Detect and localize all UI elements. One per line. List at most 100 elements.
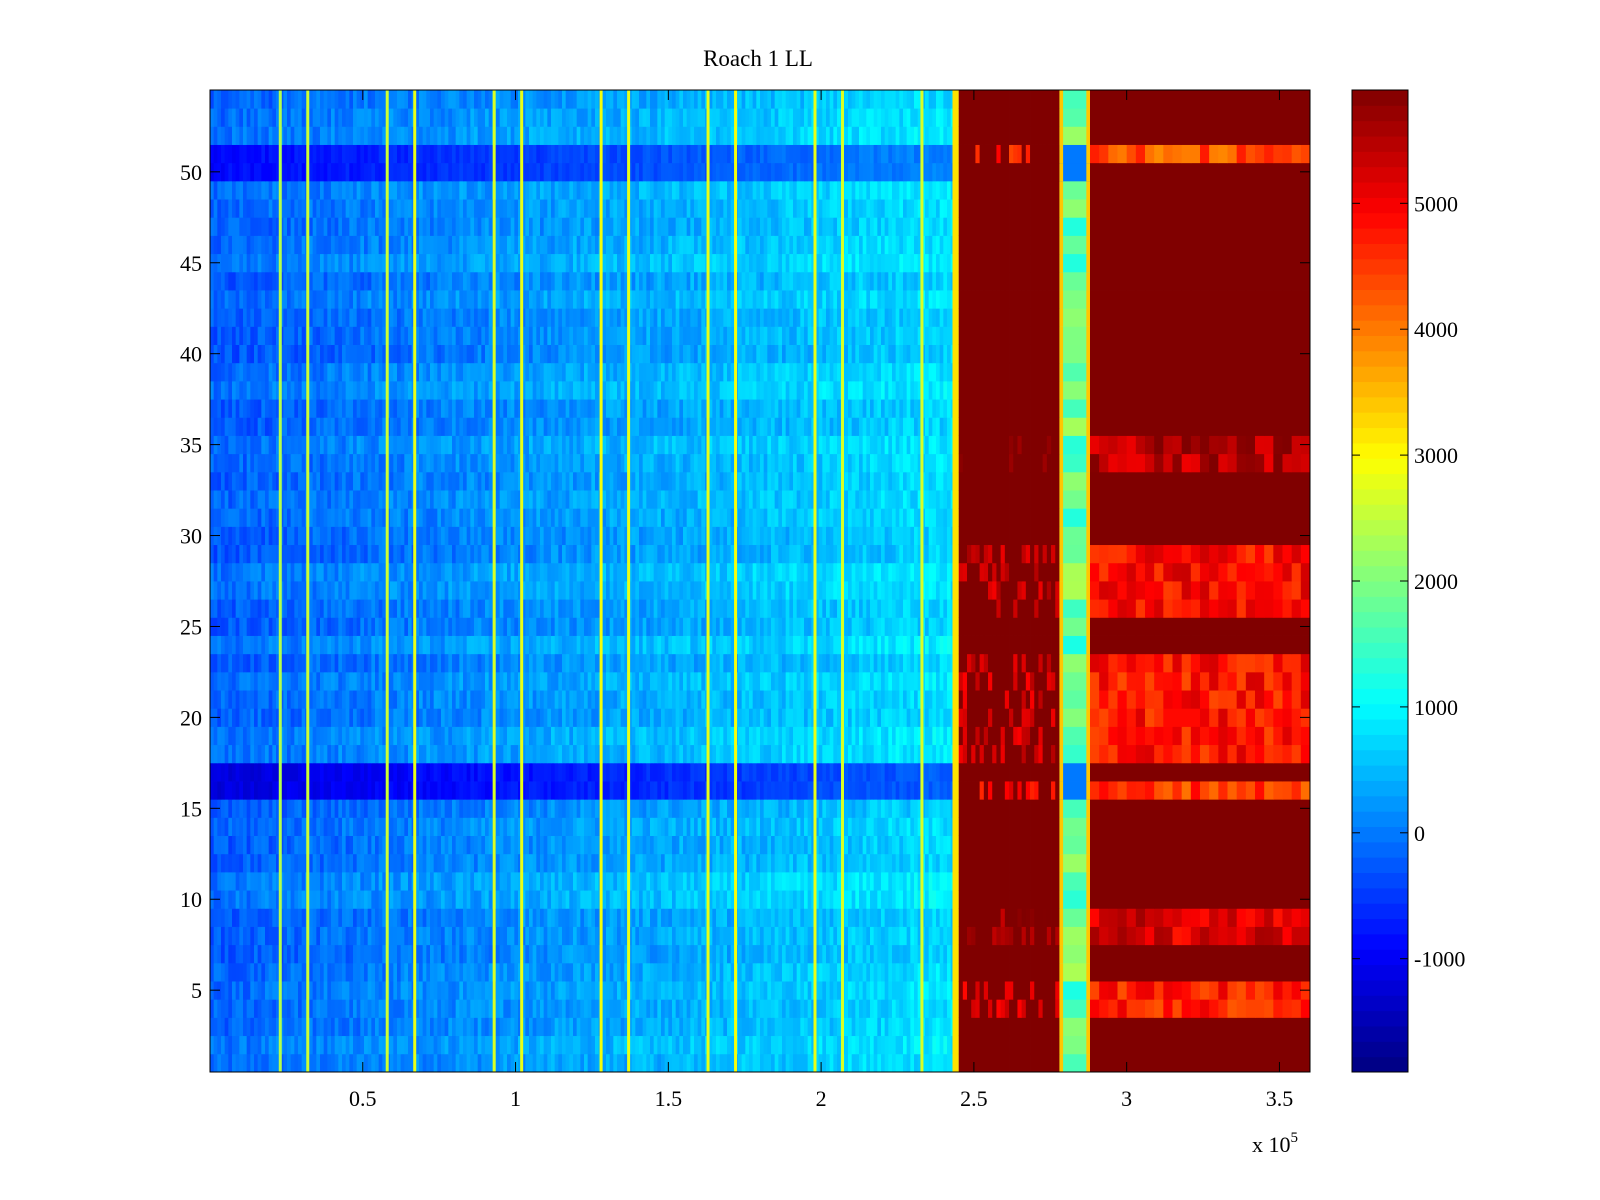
heatmap-cell	[1059, 981, 1090, 1000]
heatmap-cell	[796, 944, 801, 964]
heatmap-cell	[503, 999, 508, 1018]
heatmap-cell	[892, 981, 897, 1000]
heatmap-cell	[1108, 890, 1118, 909]
heatmap-cell	[320, 1035, 325, 1055]
heatmap-cell	[1030, 981, 1035, 1000]
heatmap-cell	[327, 799, 332, 818]
heatmap-cell	[925, 799, 930, 818]
heatmap-cell	[408, 1017, 413, 1037]
heatmap-cell	[620, 962, 625, 982]
heatmap-cell	[701, 981, 706, 1000]
heatmap-cell	[426, 926, 431, 946]
heatmap-cell	[789, 726, 794, 746]
heatmap-cell	[573, 708, 578, 727]
heatmap-cell	[272, 726, 277, 746]
heatmap-cell	[829, 999, 834, 1018]
heatmap-cell	[565, 926, 570, 946]
heatmap-cell	[323, 944, 328, 964]
heatmap-cell	[437, 762, 442, 782]
heatmap-cell	[958, 762, 964, 782]
heatmap-cell	[1181, 726, 1192, 746]
heatmap-cell	[1099, 1035, 1109, 1055]
heatmap-cell	[1218, 1053, 1228, 1073]
heatmap-cell	[730, 871, 735, 891]
heatmap-cell	[587, 981, 592, 1000]
heatmap-cell	[576, 835, 581, 855]
heatmap-cell	[657, 762, 662, 782]
heatmap-cell	[1200, 908, 1210, 927]
heatmap-cell	[708, 726, 713, 746]
heatmap-cell	[382, 871, 387, 891]
heatmap-cell	[1013, 908, 1018, 927]
heatmap-cell	[1291, 835, 1302, 855]
heatmap-cell	[1099, 835, 1109, 855]
heatmap-cell	[239, 890, 244, 909]
heatmap-cell	[971, 817, 976, 836]
heatmap-cell	[580, 817, 585, 836]
heatmap-cell	[591, 908, 596, 927]
heatmap-cell	[466, 926, 471, 946]
heatmap-cell	[617, 926, 622, 946]
heatmap-cell	[602, 1035, 607, 1055]
heatmap-cell	[569, 708, 574, 727]
heatmap-cell	[620, 853, 625, 873]
heatmap-cell	[1042, 981, 1048, 1000]
heatmap-cell	[988, 1017, 993, 1037]
heatmap-cell	[1051, 962, 1056, 982]
heatmap-cell	[529, 708, 534, 727]
heatmap-cell	[496, 726, 501, 746]
heatmap-cell	[723, 871, 728, 891]
heatmap-cell	[822, 981, 827, 1000]
heatmap-cell	[602, 708, 607, 727]
heatmap-cell	[815, 1053, 820, 1073]
heatmap-cell	[250, 799, 255, 818]
heatmap-cell	[1218, 871, 1228, 891]
heatmap-cell	[232, 744, 237, 764]
heatmap-cell	[474, 981, 479, 1000]
heatmap-cell	[422, 708, 427, 727]
heatmap-cell	[290, 799, 295, 818]
heatmap-cell	[353, 908, 358, 927]
heatmap-cell	[529, 853, 534, 873]
heatmap-cell	[1055, 981, 1060, 1000]
heatmap-cell	[996, 1017, 1002, 1037]
heatmap-cell	[602, 890, 607, 909]
heatmap-cell	[895, 799, 900, 818]
heatmap-cell	[283, 726, 288, 746]
heatmap-cell	[422, 835, 427, 855]
heatmap-cell	[356, 962, 361, 982]
heatmap-cell	[899, 853, 904, 873]
heatmap-cell	[364, 817, 369, 836]
heatmap-cell	[639, 835, 644, 855]
heatmap-cell	[723, 1035, 728, 1055]
heatmap-cell	[265, 981, 270, 1000]
heatmap-cell	[1046, 1035, 1052, 1055]
heatmap-cell	[342, 1035, 347, 1055]
heatmap-cell	[536, 817, 541, 836]
heatmap-cell	[727, 744, 732, 764]
heatmap-cell	[653, 926, 658, 946]
heatmap-cell	[287, 981, 292, 1000]
heatmap-cell	[389, 726, 394, 746]
heatmap-cell	[224, 999, 229, 1018]
heatmap-cell	[1172, 1053, 1183, 1073]
heatmap-cell	[375, 999, 380, 1018]
heatmap-cell	[540, 926, 545, 946]
heatmap-cell	[906, 744, 911, 764]
heatmap-cell	[1021, 781, 1027, 800]
heatmap-cell	[514, 781, 519, 800]
heatmap-cell	[851, 835, 856, 855]
heatmap-cell	[936, 726, 941, 746]
heatmap-cell	[455, 908, 460, 927]
heatmap-cell	[327, 871, 332, 891]
heatmap-cell	[760, 926, 765, 946]
heatmap-cell	[525, 890, 530, 909]
heatmap-cell	[712, 890, 717, 909]
heatmap-cell	[309, 890, 314, 909]
heatmap-cell	[1030, 890, 1035, 909]
heatmap-cell	[738, 981, 743, 1000]
heatmap-cell	[294, 835, 299, 855]
heatmap-cell	[294, 871, 299, 891]
heatmap-cell	[932, 890, 937, 909]
heatmap-cell	[565, 908, 570, 927]
